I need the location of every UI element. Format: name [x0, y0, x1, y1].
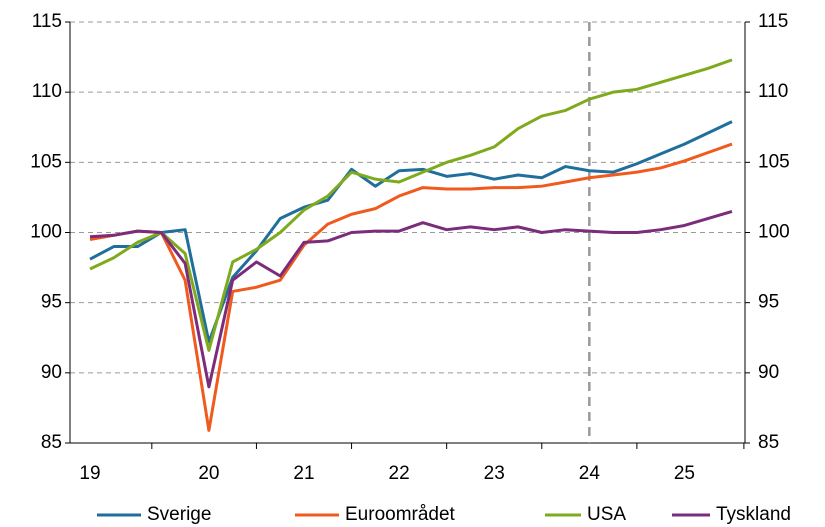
legend-label: Tyskland: [716, 504, 791, 525]
x-tick-label: 23: [484, 463, 505, 484]
y2-tick-label: 90: [758, 362, 779, 383]
y-tick-label: 100: [30, 222, 62, 243]
y-tick-label: 95: [41, 292, 62, 313]
legend-label: Euroområdet: [345, 504, 456, 525]
y2-tick-label: 115: [758, 11, 788, 32]
y-tick-label: 110: [32, 81, 62, 102]
series-line: [89, 210, 733, 389]
y2-tick-label: 95: [758, 292, 779, 313]
y2-tick-label: 105: [758, 151, 790, 172]
x-tick-label: 21: [293, 463, 314, 484]
x-tick-label: 22: [389, 463, 410, 484]
series-line: [89, 142, 733, 432]
y-tick-label: 115: [32, 11, 62, 32]
y2-tick-label: 110: [758, 81, 788, 102]
y-tick-label: 90: [41, 362, 62, 383]
y2-tick-label: 100: [758, 222, 790, 243]
series-line: [89, 120, 733, 344]
series-line: [89, 58, 733, 352]
legend-label: USA: [587, 504, 626, 525]
x-tick-label: 19: [79, 463, 100, 484]
x-tick-label: 25: [674, 463, 695, 484]
y2-tick-label: 85: [758, 432, 779, 453]
y-tick-label: 85: [41, 432, 62, 453]
y-tick-label: 105: [30, 151, 62, 172]
legend-label: Sverige: [147, 504, 211, 525]
x-tick-label: 24: [579, 463, 601, 484]
x-tick-label: 20: [198, 463, 219, 484]
